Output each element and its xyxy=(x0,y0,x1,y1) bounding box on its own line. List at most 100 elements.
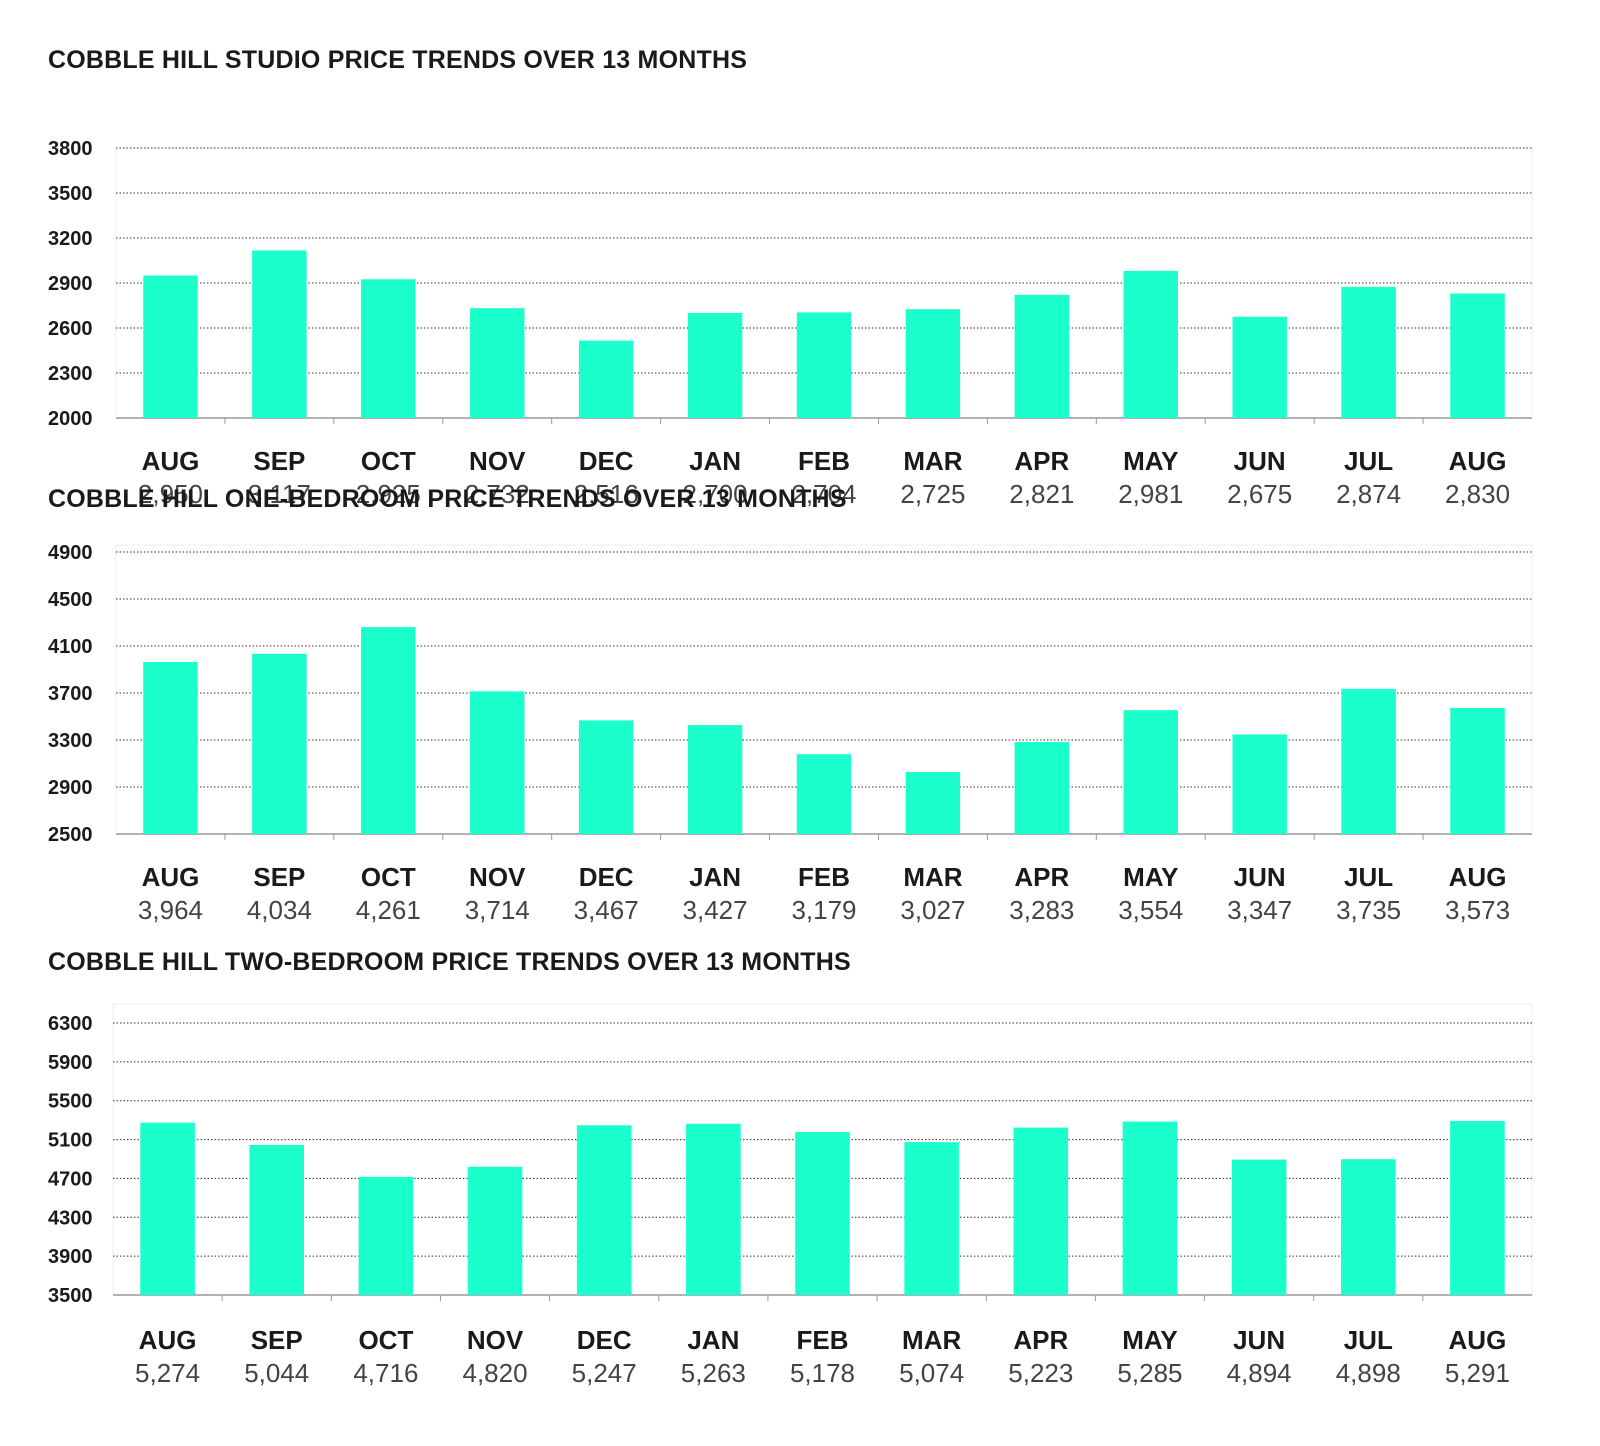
bar-value-label: 5,285 xyxy=(1117,1358,1182,1388)
bar-value-label: 2,981 xyxy=(1118,479,1183,509)
bar-value-label: 3,117 xyxy=(248,479,311,509)
bar-feb-6 xyxy=(796,312,852,418)
x-category-label: JUL xyxy=(1344,862,1393,892)
bar-value-label: 3,027 xyxy=(900,895,965,925)
x-category-label: MAY xyxy=(1122,1325,1177,1355)
bar-value-label: 5,291 xyxy=(1445,1358,1510,1388)
bar-mar-7 xyxy=(905,772,961,834)
bar-value-label: 4,034 xyxy=(247,895,312,925)
bar-aug-0 xyxy=(143,275,198,418)
bar-value-label: 2,874 xyxy=(1336,479,1401,509)
chart-title: COBBLE HILL TWO-BEDROOM PRICE TRENDS OVE… xyxy=(48,948,851,976)
bar-oct-2 xyxy=(361,627,416,834)
x-category-label: JUL xyxy=(1344,1325,1393,1355)
bar-value-label: 5,274 xyxy=(135,1358,200,1388)
bar-value-label: 2,821 xyxy=(1009,479,1074,509)
bar-value-label: 3,714 xyxy=(465,895,530,925)
two-bedroom-bar-chart: 63005900550051004700430039003500AUG5,274… xyxy=(48,1003,1533,1388)
x-category-label: APR xyxy=(1014,862,1069,892)
x-category-label: AUG xyxy=(142,862,200,892)
bar-value-label: 3,283 xyxy=(1009,895,1074,925)
bar-value-label: 5,263 xyxy=(681,1358,746,1388)
bar-nov-3 xyxy=(470,691,525,834)
one-bedroom-bar-chart: 4900450041003700330029002500AUG3,964SEP4… xyxy=(48,542,1533,925)
x-category-label: SEP xyxy=(251,1325,303,1355)
y-tick-label: 2000 xyxy=(48,408,93,430)
y-tick-label: 2900 xyxy=(48,273,93,295)
bar-feb-6 xyxy=(795,1131,850,1295)
x-category-label: AUG xyxy=(142,446,200,476)
y-tick-label: 4300 xyxy=(48,1207,93,1229)
bar-jun-10 xyxy=(1232,734,1287,834)
x-category-label: APR xyxy=(1013,1325,1068,1355)
x-category-label: MAR xyxy=(902,1325,961,1355)
bar-may-9 xyxy=(1122,1121,1178,1295)
bar-value-label: 3,964 xyxy=(138,895,203,925)
bar-value-label: 5,074 xyxy=(899,1358,964,1388)
x-category-label: OCT xyxy=(361,862,416,892)
bar-value-label: 3,735 xyxy=(1336,895,1401,925)
bar-value-label: 2,830 xyxy=(1445,479,1510,509)
x-category-label: APR xyxy=(1014,446,1069,476)
bar-jan-5 xyxy=(686,1123,741,1295)
bar-jul-11 xyxy=(1340,1159,1396,1295)
bar-may-9 xyxy=(1123,270,1178,418)
y-tick-label: 3800 xyxy=(48,138,93,160)
x-category-label: OCT xyxy=(358,1325,413,1355)
y-tick-label: 4100 xyxy=(48,636,93,658)
bar-apr-8 xyxy=(1014,741,1070,834)
bar-value-label: 2,925 xyxy=(356,479,421,509)
x-category-label: JAN xyxy=(687,1325,739,1355)
bar-apr-8 xyxy=(1013,1127,1069,1295)
y-tick-label: 4700 xyxy=(48,1168,93,1190)
bar-value-label: 3,467 xyxy=(574,895,639,925)
bar-value-label: 3,347 xyxy=(1227,895,1292,925)
x-category-label: DEC xyxy=(577,1325,632,1355)
x-category-label: AUG xyxy=(1449,1325,1507,1355)
y-tick-label: 3700 xyxy=(48,683,93,705)
bar-jun-10 xyxy=(1231,1159,1287,1295)
x-category-label: MAR xyxy=(903,446,962,476)
y-tick-label: 2900 xyxy=(48,777,93,799)
bar-value-label: 3,427 xyxy=(683,895,748,925)
bar-jan-5 xyxy=(687,725,743,834)
bar-jun-10 xyxy=(1232,316,1287,418)
x-category-label: AUG xyxy=(1449,446,1507,476)
bar-mar-7 xyxy=(905,309,961,418)
bar-aug-12 xyxy=(1450,707,1505,834)
x-category-label: OCT xyxy=(361,446,416,476)
bar-feb-6 xyxy=(796,754,852,834)
x-category-label: JUN xyxy=(1234,446,1286,476)
bar-aug-0 xyxy=(143,661,198,834)
y-tick-label: 3300 xyxy=(48,730,93,752)
chart-title: COBBLE HILL STUDIO PRICE TRENDS OVER 13 … xyxy=(48,46,748,74)
bar-nov-3 xyxy=(467,1166,523,1295)
chart-title: COBBLE HILL ONE-BEDROOM PRICE TRENDS OVE… xyxy=(48,485,847,513)
bar-value-label: 5,178 xyxy=(790,1358,855,1388)
x-category-label: NOV xyxy=(467,1325,524,1355)
x-category-label: NOV xyxy=(469,862,526,892)
bar-value-label: 5,223 xyxy=(1008,1358,1073,1388)
x-category-label: NOV xyxy=(469,446,526,476)
studio-bar-chart: 3800350032002900260023002000AUG2,950SEP3… xyxy=(48,138,1533,509)
bar-jan-5 xyxy=(687,313,743,418)
x-category-label: SEP xyxy=(253,446,305,476)
bar-aug-0 xyxy=(140,1122,195,1295)
y-tick-label: 3900 xyxy=(48,1246,93,1268)
y-tick-label: 5500 xyxy=(48,1091,93,1113)
y-tick-label: 6300 xyxy=(48,1013,93,1035)
bar-value-label: 2,732 xyxy=(465,479,530,509)
y-tick-label: 3500 xyxy=(48,1285,93,1307)
bar-value-label: 2,516 xyxy=(574,479,639,509)
y-tick-label: 2600 xyxy=(48,318,93,340)
x-category-label: FEB xyxy=(798,862,850,892)
bar-value-label: 4,898 xyxy=(1336,1358,1401,1388)
bar-may-9 xyxy=(1123,710,1178,834)
bar-value-label: 5,247 xyxy=(572,1358,637,1388)
bar-value-label: 4,820 xyxy=(462,1358,527,1388)
bar-value-label: 2,675 xyxy=(1227,479,1292,509)
bar-aug-12 xyxy=(1450,293,1505,418)
bar-value-label: 2,950 xyxy=(138,479,203,509)
bar-sep-1 xyxy=(252,250,307,418)
